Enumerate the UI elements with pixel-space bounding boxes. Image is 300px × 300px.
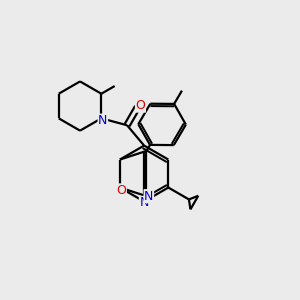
Text: N: N [144,190,154,203]
Text: O: O [116,184,126,197]
Text: N: N [98,114,107,127]
Text: O: O [136,99,146,112]
Text: N: N [140,196,149,209]
